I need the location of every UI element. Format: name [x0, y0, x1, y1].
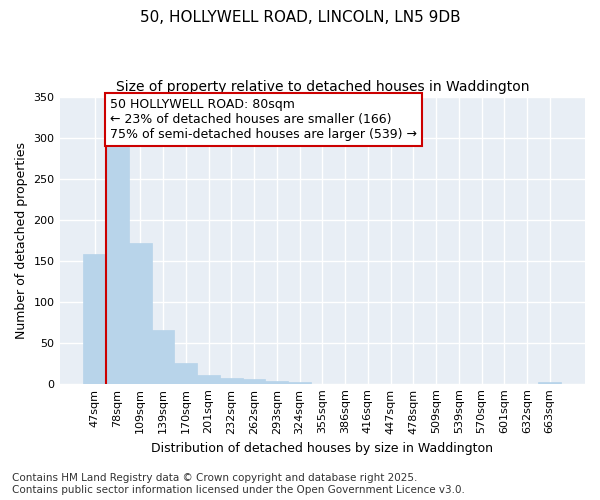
Y-axis label: Number of detached properties: Number of detached properties	[15, 142, 28, 338]
Bar	[242, 379, 265, 384]
Bar	[175, 363, 197, 384]
Bar	[265, 381, 288, 384]
Bar	[106, 146, 129, 384]
Bar	[83, 254, 106, 384]
Bar	[288, 382, 311, 384]
Bar	[152, 330, 175, 384]
Bar	[197, 374, 220, 384]
Bar	[220, 378, 242, 384]
X-axis label: Distribution of detached houses by size in Waddington: Distribution of detached houses by size …	[151, 442, 493, 455]
Title: Size of property relative to detached houses in Waddington: Size of property relative to detached ho…	[116, 80, 529, 94]
Text: 50 HOLLYWELL ROAD: 80sqm
← 23% of detached houses are smaller (166)
75% of semi-: 50 HOLLYWELL ROAD: 80sqm ← 23% of detach…	[110, 98, 416, 141]
Text: 50, HOLLYWELL ROAD, LINCOLN, LN5 9DB: 50, HOLLYWELL ROAD, LINCOLN, LN5 9DB	[140, 10, 460, 25]
Text: Contains HM Land Registry data © Crown copyright and database right 2025.
Contai: Contains HM Land Registry data © Crown c…	[12, 474, 465, 495]
Bar	[538, 382, 561, 384]
Bar	[129, 244, 152, 384]
